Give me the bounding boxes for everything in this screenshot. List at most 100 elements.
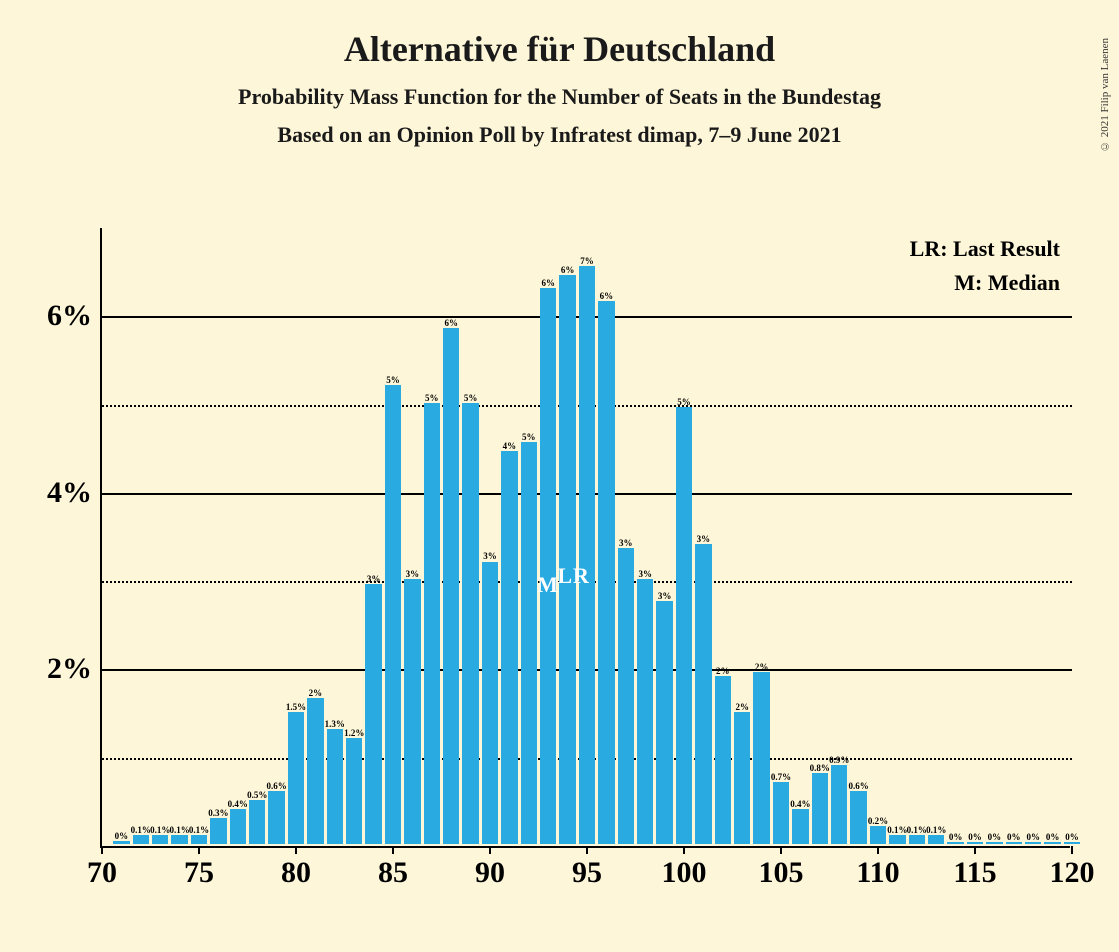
x-axis-label: 70 (87, 856, 117, 890)
legend-last-result: LR: Last Result (910, 236, 1060, 262)
bar-value-label: 0.1% (907, 825, 927, 835)
histogram-bar (268, 791, 284, 844)
bar-value-label: 2% (309, 688, 323, 698)
y-axis-label: 6% (47, 299, 92, 333)
histogram-bar (424, 403, 440, 844)
histogram-bar (967, 842, 983, 844)
chart-area: 2%4%6%7075808590951001051101151200%0.1%0… (100, 228, 1070, 848)
bar-value-label: 0.1% (150, 825, 170, 835)
bar-value-label: 0% (949, 832, 963, 842)
histogram-bar (521, 442, 537, 844)
bar-value-label: 0.6% (848, 781, 868, 791)
bar-value-label: 5% (464, 393, 478, 403)
histogram-bar (792, 809, 808, 844)
bar-value-label: 0% (115, 831, 129, 841)
median-marker: M (537, 572, 559, 598)
histogram-bar (889, 835, 905, 844)
bar-value-label: 0.3% (208, 808, 228, 818)
plot-region: 2%4%6%7075808590951001051101151200%0.1%0… (100, 228, 1070, 848)
bar-value-label: 0.4% (790, 799, 810, 809)
x-axis-label: 120 (1050, 856, 1095, 890)
x-axis-label: 100 (662, 856, 707, 890)
bar-value-label: 3% (658, 591, 672, 601)
bar-value-label: 0.9% (829, 755, 849, 765)
histogram-bar (637, 579, 653, 844)
histogram-bar (540, 288, 556, 844)
histogram-bar (850, 791, 866, 844)
histogram-bar (307, 698, 323, 844)
bar-value-label: 3% (483, 551, 497, 561)
bar-value-label: 3% (638, 569, 652, 579)
bar-value-label: 2% (755, 662, 769, 672)
x-tick (683, 846, 685, 854)
bar-value-label: 2% (735, 702, 749, 712)
histogram-bar (812, 773, 828, 844)
histogram-bar (346, 738, 362, 844)
histogram-bar (734, 712, 750, 844)
bar-value-label: 6% (561, 265, 575, 275)
bar-value-label: 0.1% (189, 825, 209, 835)
histogram-bar (288, 712, 304, 844)
bar-value-label: 0% (1046, 832, 1060, 842)
bar-value-label: 0.1% (169, 825, 189, 835)
histogram-bar (559, 275, 575, 844)
bar-value-label: 0.2% (868, 816, 888, 826)
x-tick (877, 846, 879, 854)
histogram-bar (695, 544, 711, 844)
chart-subtitle-1: Probability Mass Function for the Number… (0, 84, 1119, 110)
histogram-bar (327, 729, 343, 844)
histogram-bar (462, 403, 478, 844)
histogram-bar (152, 835, 168, 844)
x-axis-label: 75 (184, 856, 214, 890)
histogram-bar (1025, 842, 1041, 844)
histogram-bar (579, 266, 595, 844)
bar-value-label: 3% (406, 569, 420, 579)
bar-value-label: 1.5% (286, 702, 306, 712)
bar-value-label: 0% (1007, 832, 1021, 842)
bar-value-label: 5% (386, 375, 400, 385)
histogram-bar (113, 841, 129, 844)
bar-value-label: 0.8% (810, 763, 830, 773)
bar-value-label: 5% (425, 393, 439, 403)
bar-value-label: 7% (580, 256, 594, 266)
histogram-bar (133, 835, 149, 844)
histogram-bar (404, 579, 420, 844)
x-tick (974, 846, 976, 854)
bar-value-label: 6% (600, 291, 614, 301)
histogram-bar (598, 301, 614, 844)
chart-title: Alternative für Deutschland (0, 28, 1119, 70)
bar-value-label: 0.1% (887, 825, 907, 835)
histogram-bar (249, 800, 265, 844)
x-tick (489, 846, 491, 854)
histogram-bar (210, 818, 226, 844)
histogram-bar (986, 842, 1002, 844)
histogram-bar (909, 835, 925, 844)
x-axis-label: 110 (856, 856, 899, 890)
histogram-bar (1044, 842, 1060, 844)
bar-value-label: 6% (541, 278, 555, 288)
bar-value-label: 5% (522, 432, 536, 442)
bar-value-label: 2% (716, 666, 730, 676)
bar-value-label: 0% (1065, 832, 1079, 842)
histogram-bar (715, 676, 731, 844)
bar-value-label: 0.1% (131, 825, 151, 835)
x-tick (1071, 846, 1073, 854)
bar-value-label: 0% (988, 832, 1002, 842)
x-tick (392, 846, 394, 854)
bar-value-label: 0% (968, 832, 982, 842)
histogram-bar (501, 451, 517, 844)
histogram-bar (656, 601, 672, 844)
histogram-bar (773, 782, 789, 844)
x-axis-label: 80 (281, 856, 311, 890)
bar-value-label: 6% (444, 318, 458, 328)
histogram-bar (230, 809, 246, 844)
x-tick (198, 846, 200, 854)
bar-value-label: 5% (677, 397, 691, 407)
bar-value-label: 0.5% (247, 790, 267, 800)
histogram-bar (618, 548, 634, 844)
legend-median: M: Median (954, 270, 1060, 296)
histogram-bar (385, 385, 401, 844)
x-tick (295, 846, 297, 854)
bar-value-label: 3% (619, 538, 633, 548)
histogram-bar (443, 328, 459, 844)
